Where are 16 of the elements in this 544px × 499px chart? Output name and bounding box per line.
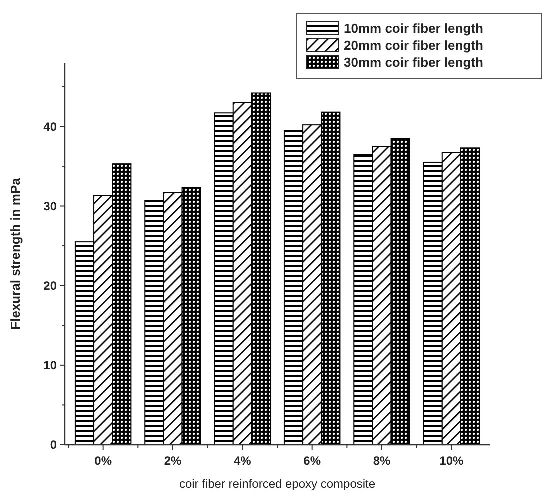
y-tick-label: 30 bbox=[44, 199, 58, 214]
x-tick-label: 0% bbox=[94, 454, 112, 468]
y-tick-label: 0 bbox=[50, 438, 58, 452]
legend-label: 10mm coir fiber length bbox=[344, 21, 484, 36]
x-tick-label: 10% bbox=[440, 454, 464, 468]
x-tick-label: 4% bbox=[234, 454, 252, 468]
y-axis-title: Flexural strength in mPa bbox=[8, 177, 23, 330]
legend-label: 30mm coir fiber length bbox=[344, 55, 484, 70]
x-tick-label: 8% bbox=[373, 454, 392, 468]
x-tick-label: 2% bbox=[164, 454, 182, 468]
y-tick-label: 10 bbox=[44, 358, 58, 373]
legend-label: 20mm coir fiber length bbox=[344, 38, 484, 53]
y-tick-label: 20 bbox=[44, 279, 58, 294]
x-axis-title: coir fiber reinforced epoxy composite bbox=[179, 477, 376, 491]
x-tick-label: 6% bbox=[304, 454, 322, 468]
y-tick-label: 40 bbox=[44, 120, 58, 134]
